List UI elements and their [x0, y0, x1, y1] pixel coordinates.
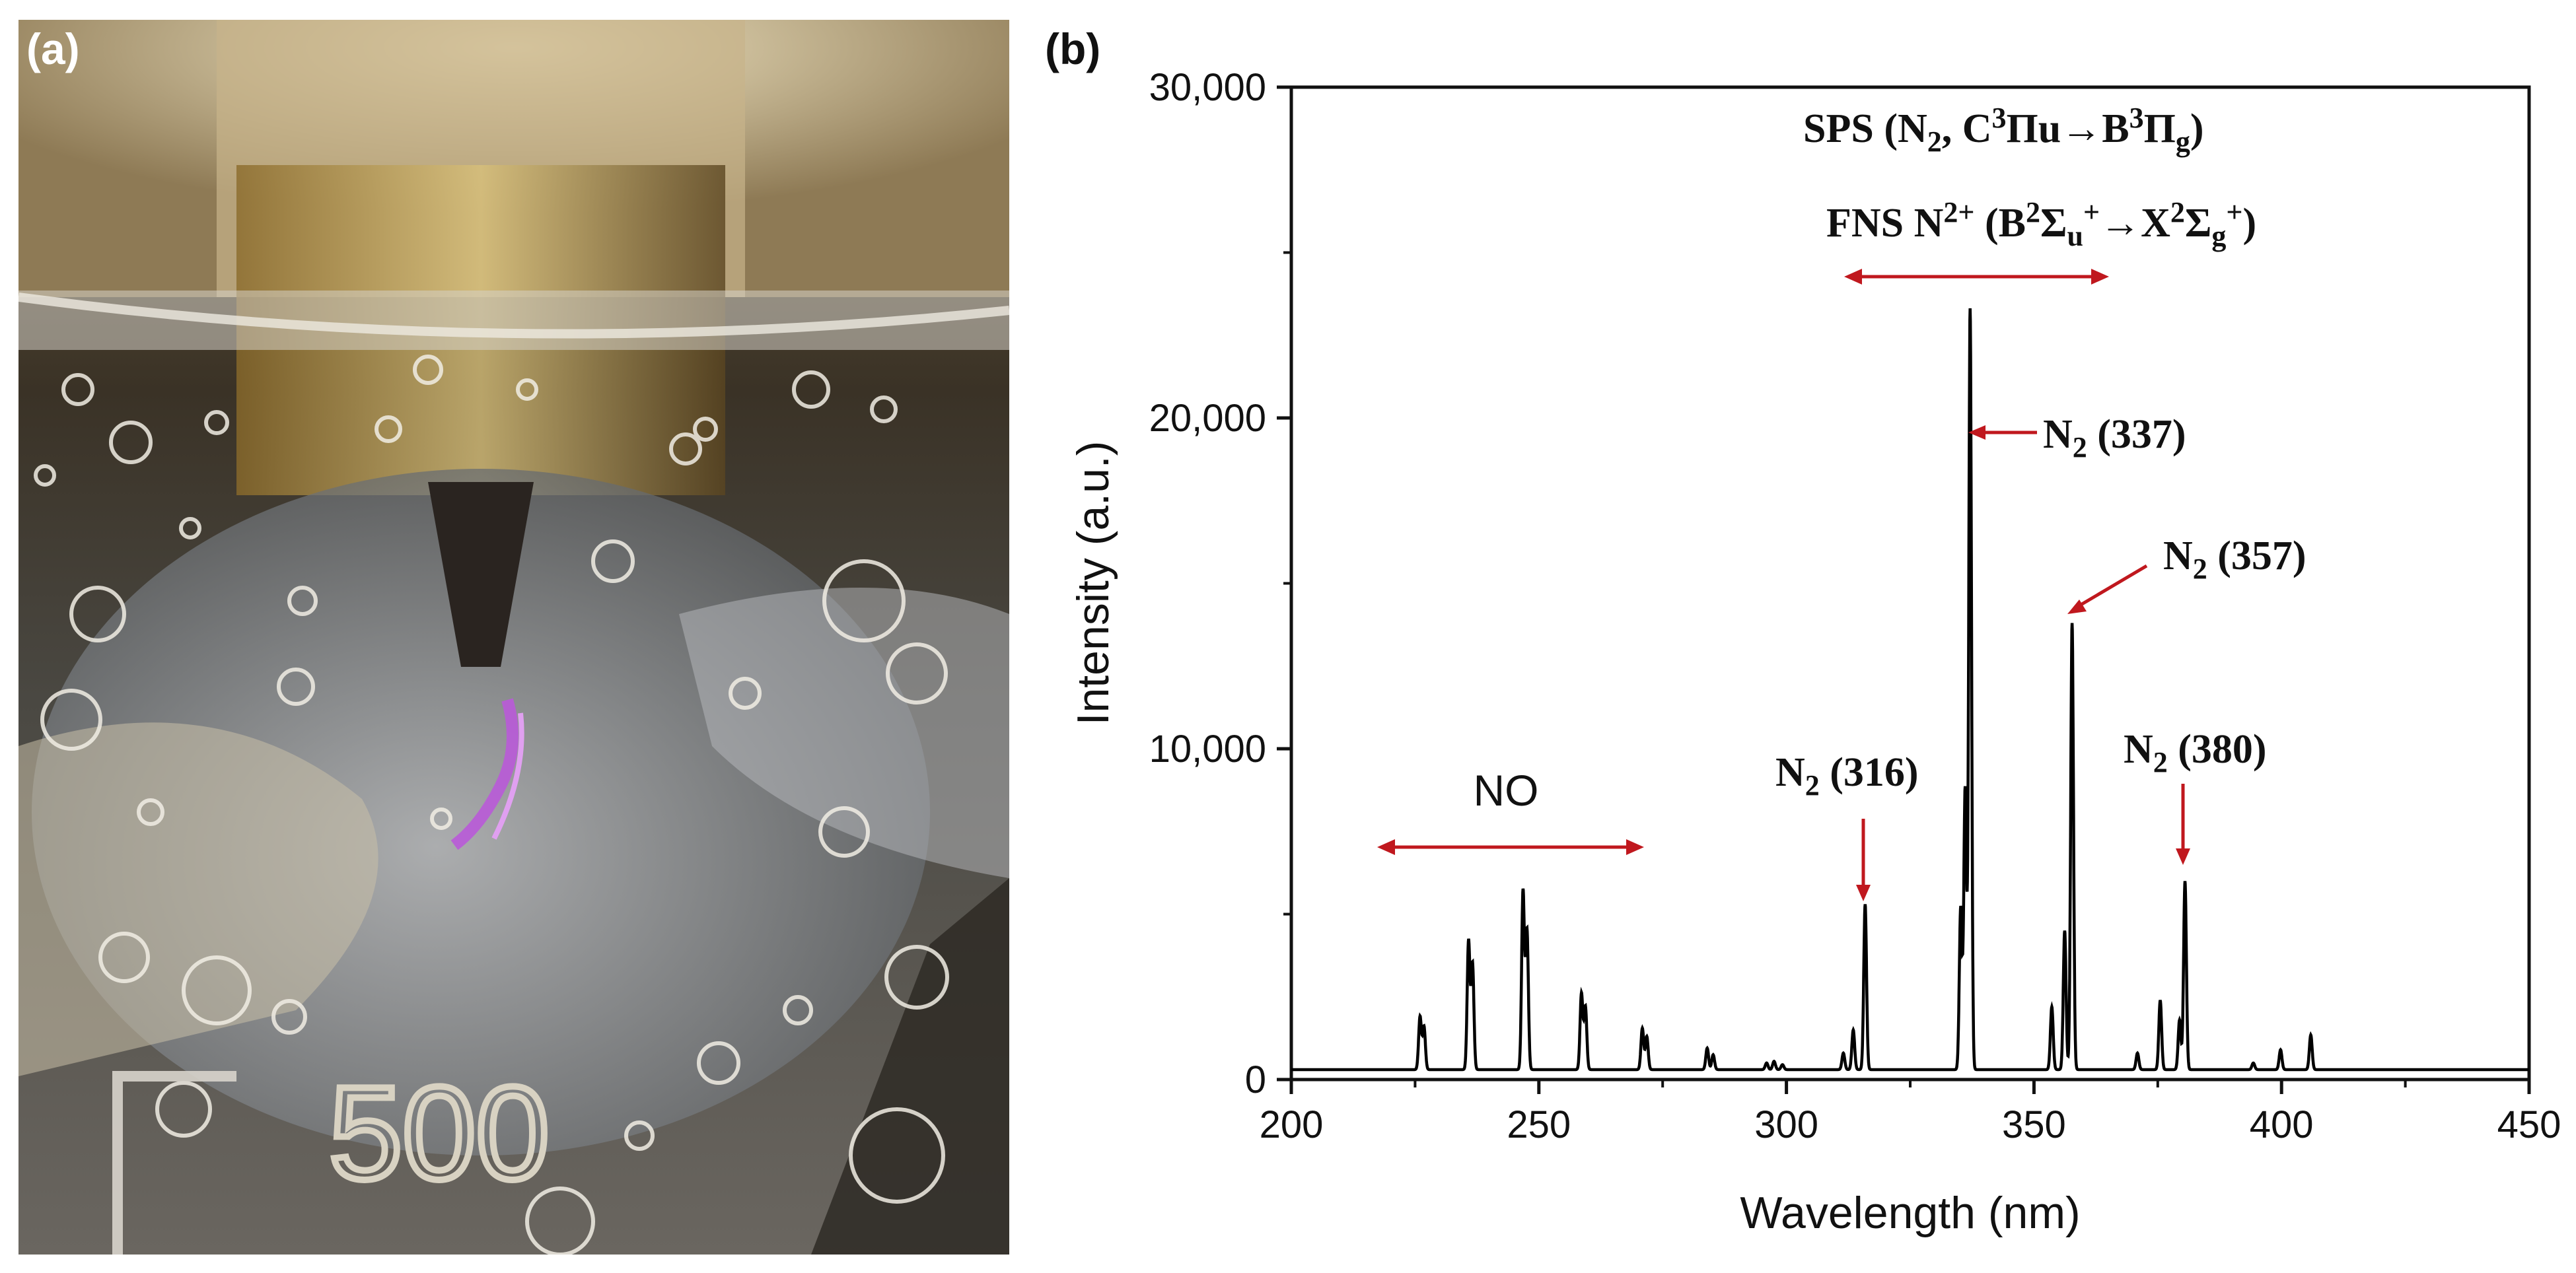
y-tick-label: 20,000 — [1149, 397, 1266, 440]
x-tick-label: 300 — [1754, 1103, 1818, 1146]
n2-337-label: N2 (337) — [2043, 412, 2186, 464]
spectrum-chart: 200 250 300 350 400 450 0 10,000 20,000 30,000 Wa… — [1068, 66, 2561, 1238]
x-tick-label: 250 — [1507, 1103, 1571, 1146]
no-label: NO — [1474, 766, 1539, 815]
panel-a-label: (a) — [26, 24, 80, 73]
axis-tick-labels: 200 250 300 350 400 450 0 10,000 20,000 30,000 — [1149, 66, 2561, 1146]
n2-380-label: N2 (380) — [2124, 727, 2267, 778]
n2-380-arrowhead — [2176, 848, 2190, 865]
panel-b-label: (b) — [1045, 24, 1101, 73]
n2-357-arrow — [2073, 564, 2148, 611]
n2-316-arrowhead — [1856, 885, 1871, 901]
vessel-marking: 500 — [329, 1060, 550, 1207]
x-tick-label: 350 — [2002, 1103, 2066, 1146]
n2-316-label: N2 (316) — [1775, 750, 1919, 802]
sps-label: SPS (N2, C3Πu→B3Πg) — [1803, 102, 2204, 158]
annotations: SPS (N2, C3Πu→B3Πg) FNS N2+ (B2Σu+→X2Σg+… — [1377, 102, 2307, 901]
fns-label: FNS N2+ (B2Σu+→X2Σg+) — [1826, 196, 2256, 252]
y-tick-label: 30,000 — [1149, 66, 1266, 109]
x-tick-label: 450 — [2497, 1103, 2561, 1146]
photo-panel: 500 — [18, 20, 1009, 1255]
no-range-arrowhead-right — [1626, 839, 1644, 855]
reactor-photo: 500 — [18, 20, 1009, 1255]
x-tick-label: 200 — [1260, 1103, 1324, 1146]
n2-337-arrowhead — [1968, 425, 1986, 440]
sps-fns-arrowhead-left — [1844, 269, 1862, 285]
x-axis-title: Wavelength (nm) — [1740, 1188, 2080, 1238]
n2-357-arrowhead — [2067, 600, 2087, 614]
no-range-arrowhead-left — [1377, 839, 1395, 855]
sps-fns-arrowhead-right — [2091, 269, 2109, 285]
x-tick-label: 400 — [2250, 1103, 2314, 1146]
y-axis-title: Intensity (a.u.) — [1068, 441, 1118, 726]
spectrum-line — [1291, 308, 2529, 1072]
n2-357-label: N2 (357) — [2163, 533, 2307, 585]
axis-ticks — [1277, 85, 2531, 1094]
y-tick-label: 0 — [1245, 1058, 1266, 1101]
y-tick-label: 10,000 — [1149, 728, 1266, 771]
